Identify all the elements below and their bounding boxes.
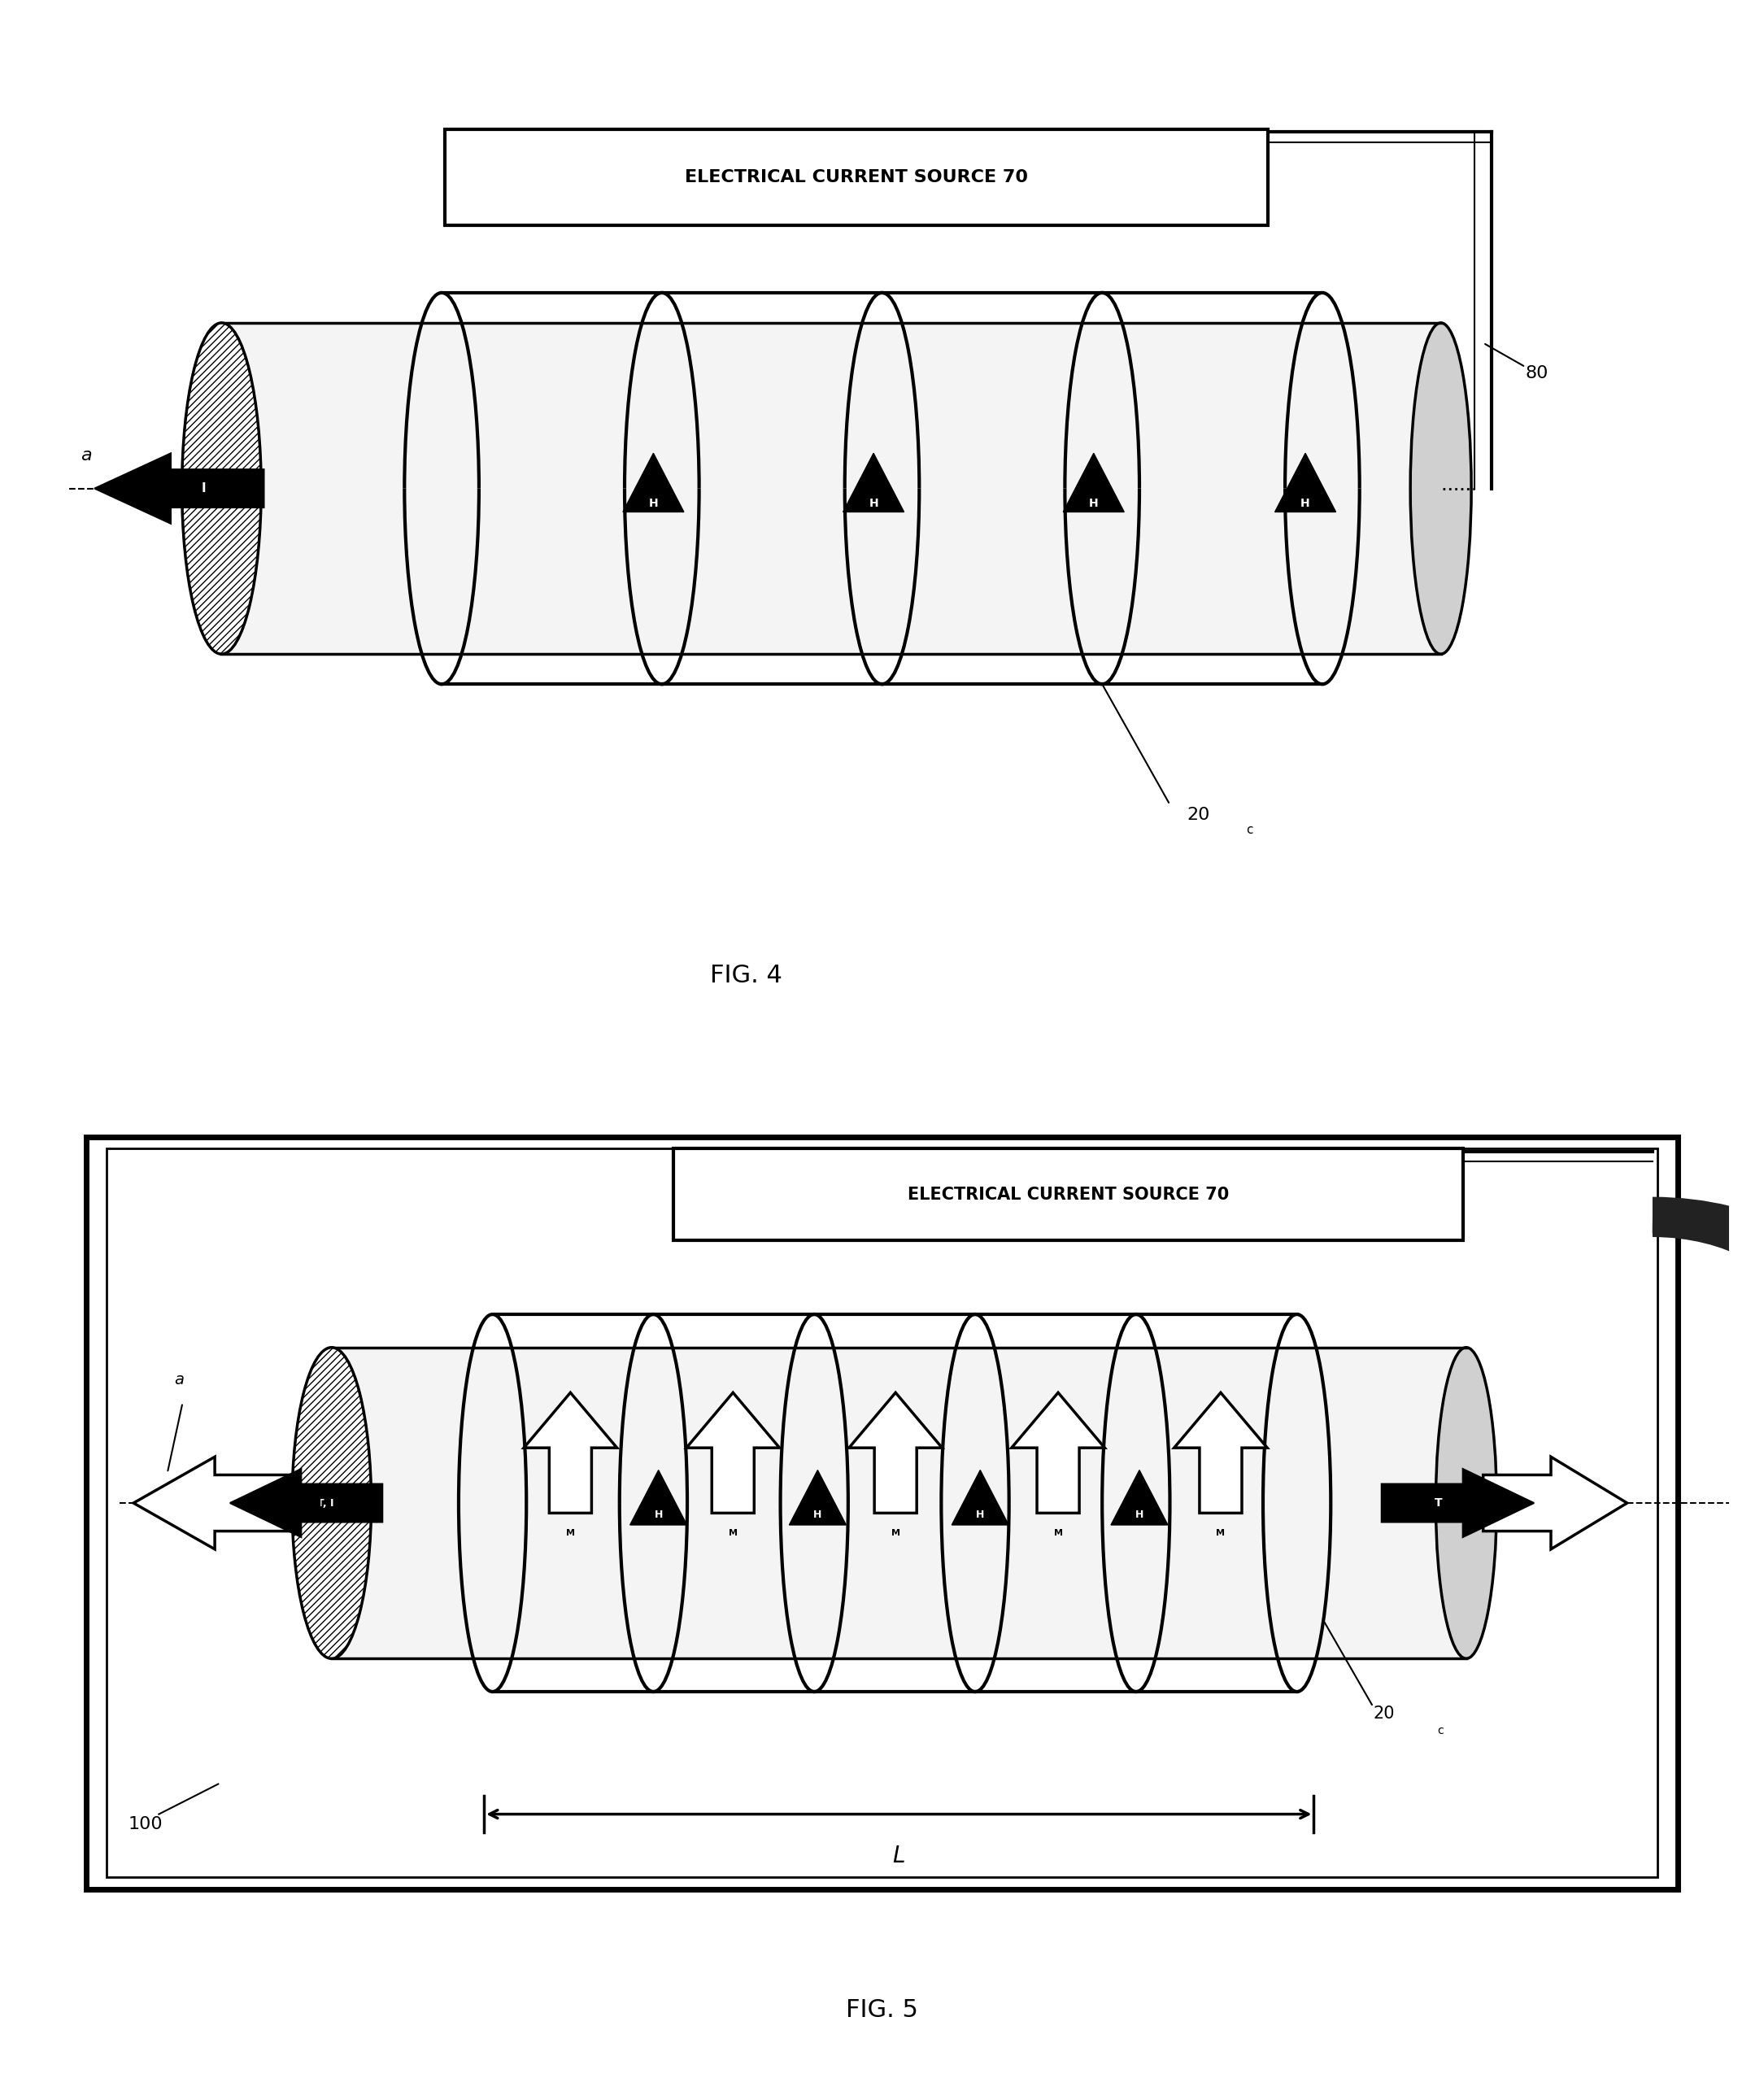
Text: H: H [649, 498, 658, 510]
Text: T, I: T, I [318, 1497, 333, 1508]
Bar [332, 1347, 1466, 1658]
Polygon shape [134, 1457, 289, 1549]
Text: M: M [1215, 1529, 1226, 1537]
Polygon shape [843, 454, 903, 512]
Text: 80: 80 [1526, 366, 1549, 381]
Text: ELECTRICAL CURRENT SOURCE 70: ELECTRICAL CURRENT SOURCE 70 [907, 1186, 1230, 1202]
Text: H: H [654, 1510, 663, 1520]
Bar [295, 1491, 305, 1516]
Text: 20: 20 [1187, 807, 1210, 822]
Polygon shape [1111, 1470, 1168, 1524]
Bar [106, 1148, 1658, 1878]
Polygon shape [1275, 454, 1335, 512]
Text: M: M [729, 1529, 737, 1537]
Wedge shape [1653, 1196, 1764, 1317]
Text: H: H [870, 498, 878, 510]
Text: c: c [1245, 824, 1252, 836]
Bar [1454, 1491, 1462, 1516]
Polygon shape [524, 1393, 617, 1514]
Polygon shape [1064, 454, 1124, 512]
Polygon shape [789, 1470, 847, 1524]
Bar [86, 1138, 1678, 1890]
Text: M: M [891, 1529, 900, 1537]
Text: M: M [1053, 1529, 1062, 1537]
Text: FIG. 5: FIG. 5 [847, 1999, 917, 2022]
Polygon shape [1484, 1457, 1626, 1549]
Polygon shape [1381, 1468, 1535, 1537]
Text: c: c [1438, 1725, 1443, 1736]
FancyBboxPatch shape [445, 130, 1268, 226]
Polygon shape [630, 1470, 686, 1524]
Text: FIG. 4: FIG. 4 [711, 964, 783, 987]
Text: H: H [813, 1510, 822, 1520]
FancyBboxPatch shape [674, 1148, 1462, 1240]
Ellipse shape [293, 1347, 370, 1658]
Ellipse shape [1436, 1347, 1496, 1658]
Text: ELECTRICAL CURRENT SOURCE 70: ELECTRICAL CURRENT SOURCE 70 [684, 169, 1028, 186]
Polygon shape [623, 454, 684, 512]
Polygon shape [848, 1393, 942, 1514]
Polygon shape [95, 454, 265, 523]
Text: H: H [1300, 498, 1311, 510]
Text: 20: 20 [1372, 1706, 1395, 1721]
Ellipse shape [182, 322, 261, 654]
Text: I: I [201, 483, 206, 496]
Text: T: T [1434, 1497, 1443, 1510]
Text: H: H [975, 1510, 984, 1520]
Bar [310, 1491, 319, 1516]
Text: a: a [81, 447, 92, 464]
Bar [1468, 1491, 1478, 1516]
Polygon shape [953, 1470, 1009, 1524]
Bar [222, 322, 1441, 654]
Polygon shape [229, 1468, 383, 1537]
Text: L: L [893, 1844, 905, 1867]
Text: a: a [175, 1372, 183, 1388]
Polygon shape [1011, 1393, 1104, 1514]
Text: M: M [566, 1529, 575, 1537]
Polygon shape [686, 1393, 780, 1514]
Text: H: H [1088, 498, 1099, 510]
Text: H: H [1136, 1510, 1143, 1520]
Ellipse shape [1411, 322, 1471, 654]
Text: 100: 100 [129, 1817, 162, 1832]
Polygon shape [1175, 1393, 1267, 1514]
